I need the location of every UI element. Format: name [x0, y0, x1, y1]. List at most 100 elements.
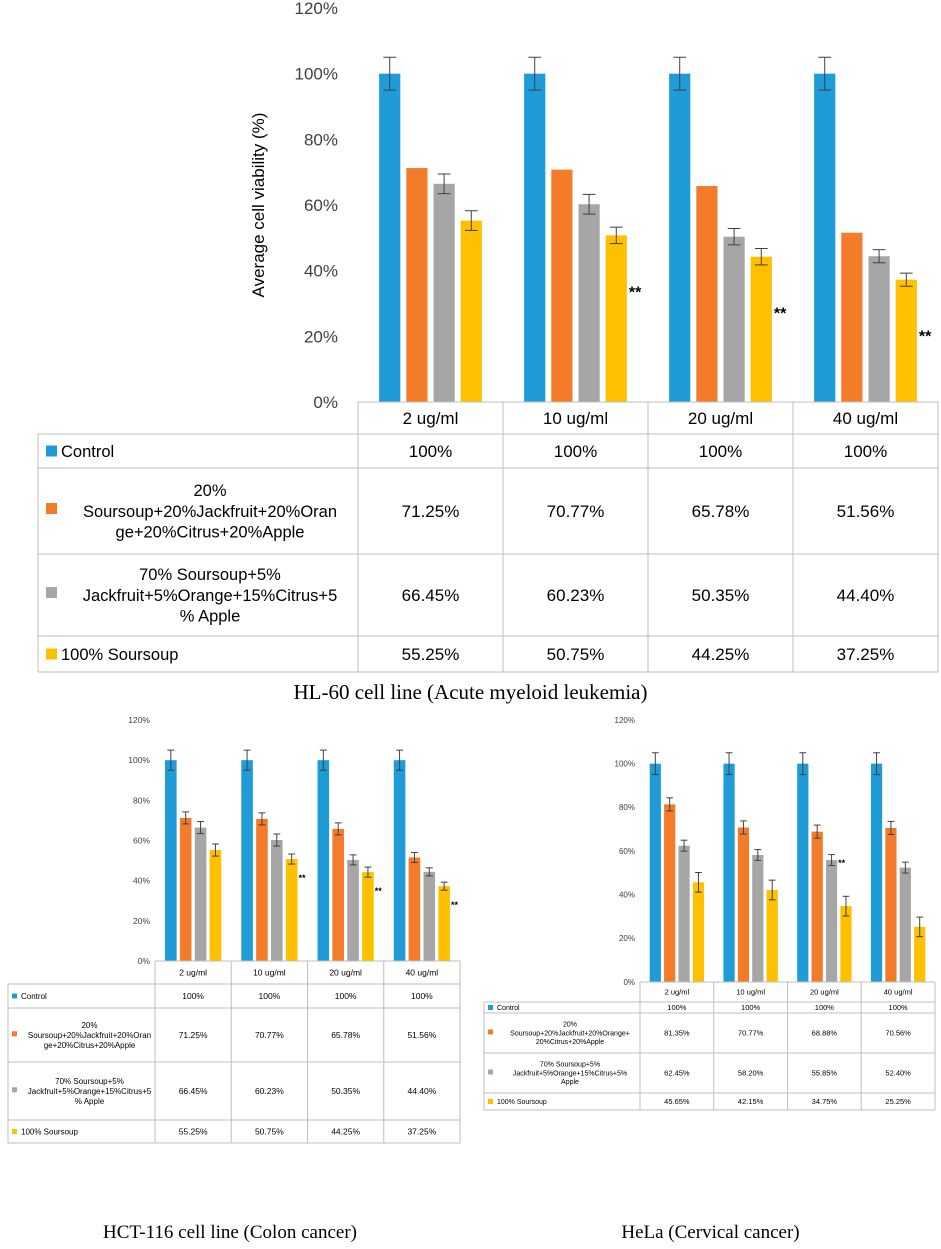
hl60-chart: 0% 20% 40% 60% 80% 100% 120% Average cell viabi…	[37, 0, 939, 673]
bar-blend70	[825, 860, 838, 982]
table-cell: 100%	[889, 1003, 909, 1012]
bar-control	[379, 73, 401, 403]
legend-swatch-blend70	[12, 1087, 17, 1093]
table-cell: 100%	[259, 991, 281, 1001]
bar-soursoup100	[914, 926, 926, 982]
significance-marker: **	[919, 329, 932, 346]
hl60-caption: HL-60 cell line (Acute myeloid leukemia)	[293, 680, 648, 704]
table-cell: 100%	[182, 991, 204, 1001]
bar-soursoup100	[605, 235, 627, 402]
table-cell: 52.40%	[885, 1069, 911, 1078]
y-tick-label: 100%	[295, 65, 338, 84]
bar-control	[870, 763, 883, 982]
x-category-label: 2 ug/ml	[403, 409, 459, 428]
bar-blend20	[696, 186, 718, 402]
x-category-label: 40 ug/ml	[406, 967, 439, 977]
x-category-label: 20 ug/ml	[810, 988, 839, 997]
bar-soursoup100	[840, 906, 852, 982]
hela-caption: HeLa (Cervical cancer)	[621, 1222, 800, 1243]
x-category-label: 40 ug/ml	[833, 409, 898, 428]
table-cell: 51.56%	[407, 1030, 436, 1040]
table-cell: 66.45%	[179, 1086, 208, 1096]
x-category-label: 40 ug/ml	[884, 988, 913, 997]
y-tick-label: 120%	[295, 0, 338, 18]
x-category-label: 10 ug/ml	[543, 409, 608, 428]
table-cell: 100%	[409, 442, 452, 461]
table-cell: 55.25%	[179, 1126, 208, 1136]
bar-blend20	[256, 818, 268, 961]
legend-label: 100% Soursoup	[21, 1127, 78, 1136]
table-cell: 42.15%	[738, 1097, 764, 1106]
y-tick-label: 20%	[304, 327, 338, 346]
legend-label: 70% Soursoup+5%	[540, 1062, 600, 1069]
hct116-chart: 0% 20% 40% 60% 80% 100% 120% ** ** ** 2 ug/ml 10 ug…	[7, 715, 461, 1144]
bar-blend70	[271, 840, 283, 961]
y-tick-label: 60%	[133, 835, 150, 845]
bar-soursoup100	[692, 882, 705, 982]
bar-control	[669, 73, 691, 403]
y-tick-label: 80%	[133, 795, 150, 805]
table-cell: 62.45%	[664, 1069, 690, 1078]
hct116-caption: HCT-116 cell line (Colon cancer)	[103, 1222, 357, 1243]
legend-label: 100% Soursoup	[497, 1099, 547, 1106]
table-cell: 44.40%	[407, 1086, 436, 1096]
legend-swatch-control	[12, 993, 17, 999]
table-cell: 50.75%	[547, 645, 605, 664]
table-cell: 100%	[699, 442, 742, 461]
y-tick-label: 0%	[313, 393, 338, 412]
y-tick-label: 100%	[128, 755, 150, 765]
legend-label: Jackfruit+5%Orange+15%Citrus+5	[83, 587, 338, 605]
bar-blend20	[811, 831, 823, 982]
bar-control	[165, 760, 177, 961]
bar-blend70	[347, 859, 359, 961]
legend-swatch-blend20	[46, 503, 57, 515]
bar-blend20	[664, 804, 676, 982]
legend-label: Soursoup+20%Jackfruit+20%Oran	[83, 503, 337, 521]
legend-label: 70% Soursoup+5%	[55, 1077, 124, 1086]
y-axis-title: Average cell viability (%)	[249, 113, 268, 298]
legend-swatch-soursoup100	[488, 1099, 493, 1104]
bar-control	[241, 760, 253, 961]
table-cell: 66.45%	[402, 586, 460, 605]
legend-label: 20%Citrus+20%Apple	[536, 1039, 604, 1046]
significance-marker: **	[774, 306, 787, 323]
legend-label: 20%	[81, 1021, 97, 1030]
y-tick-label: 80%	[304, 130, 338, 149]
y-tick-label: 120%	[128, 715, 150, 725]
bar-soursoup100	[750, 256, 772, 402]
table-cell: 81.35%	[664, 1029, 690, 1038]
bar-blend70	[723, 236, 745, 402]
legend-swatch-blend70	[46, 587, 57, 599]
table-cell: 44.40%	[837, 586, 895, 605]
legend-label: 20%	[563, 1022, 577, 1029]
y-tick-label: 0%	[138, 956, 151, 966]
y-tick-label: 20%	[619, 934, 635, 943]
table-cell: 37.25%	[837, 645, 895, 664]
x-category-label: 10 ug/ml	[253, 967, 286, 977]
table-cell: 60.23%	[547, 586, 605, 605]
legend-swatch-control	[46, 445, 57, 457]
bar-blend20	[841, 232, 863, 402]
significance-marker: **	[375, 886, 383, 896]
table-cell: 58.20%	[738, 1069, 764, 1078]
bar-blend20	[179, 817, 192, 961]
legend-label: Soursoup+20%Jackfruit+20%Orange+	[510, 1030, 630, 1037]
table-cell: 100%	[554, 442, 597, 461]
bar-control	[317, 760, 330, 961]
bar-control	[524, 73, 546, 403]
table-cell: 70.77%	[255, 1030, 284, 1040]
x-category-label: 20 ug/ml	[688, 409, 753, 428]
y-tick-label: 0%	[623, 978, 635, 987]
table-cell: 55.85%	[812, 1069, 838, 1078]
table-cell: 100%	[411, 991, 433, 1001]
table-cell: 55.25%	[402, 645, 460, 664]
table-cell: 37.25%	[407, 1126, 436, 1136]
bar-blend70	[752, 854, 764, 982]
legend-label: 20%	[193, 482, 226, 500]
table-cell: 50.35%	[331, 1086, 360, 1096]
hela-chart-panel: 0% 20% 40% 60% 80% 100% 120% ** 2 ug/ml 10 ug/ml 2…	[480, 708, 941, 1218]
x-category-label: 2 ug/ml	[179, 967, 207, 977]
y-tick-label: 40%	[133, 876, 150, 886]
table-cell: 100%	[335, 991, 357, 1001]
bar-blend70	[578, 204, 600, 402]
